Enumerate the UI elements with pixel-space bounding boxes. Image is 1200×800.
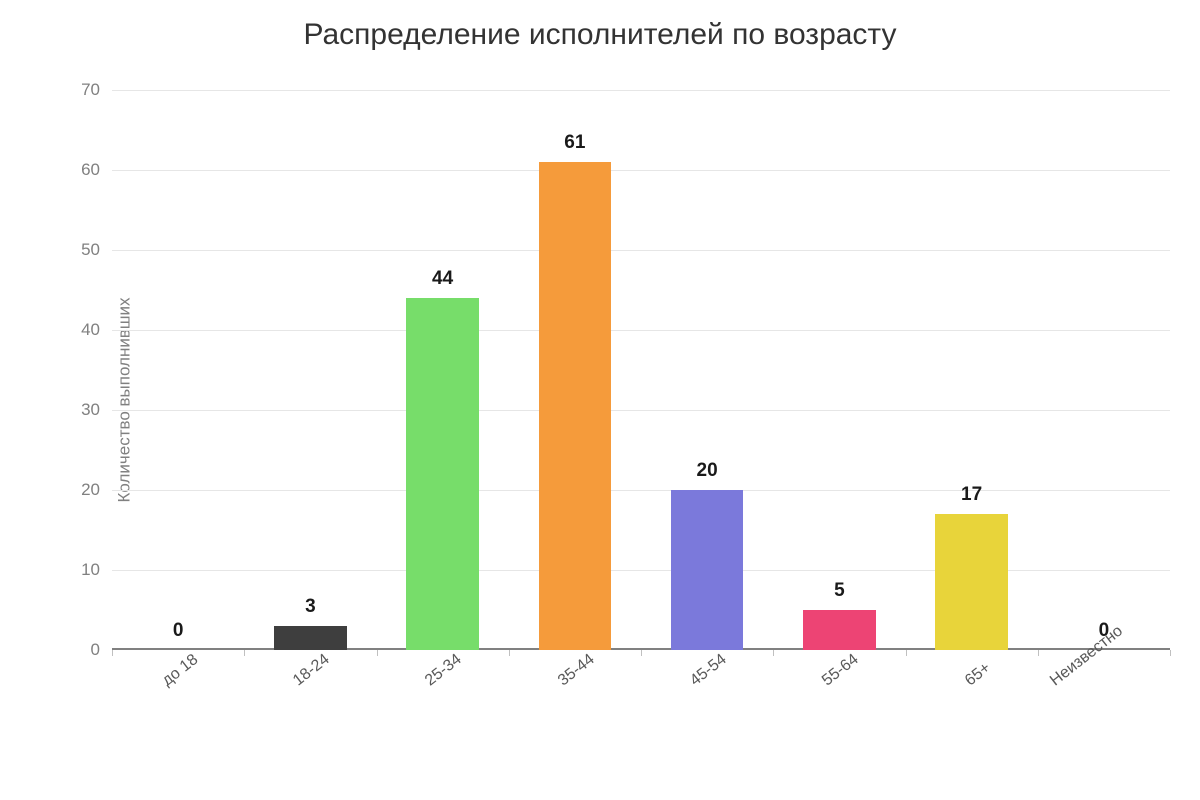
bar-value-label: 5 <box>834 580 845 610</box>
x-tick-label: 18-24 <box>290 651 333 690</box>
x-slot-tick <box>1170 650 1171 656</box>
bar-value-label: 61 <box>564 132 585 162</box>
x-tick-label: 25-34 <box>422 651 465 690</box>
y-tick-label: 60 <box>81 160 112 180</box>
grid-line <box>112 490 1170 491</box>
grid-line <box>112 570 1170 571</box>
bar <box>671 490 744 650</box>
grid-line <box>112 250 1170 251</box>
bar-value-label: 20 <box>697 460 718 490</box>
y-tick-label: 0 <box>91 640 112 660</box>
grid-line <box>112 330 1170 331</box>
grid-line <box>112 90 1170 91</box>
y-tick-label: 10 <box>81 560 112 580</box>
grid-line <box>112 410 1170 411</box>
bar-value-label: 0 <box>173 620 184 650</box>
bar <box>803 610 876 650</box>
x-slot-tick <box>244 650 245 656</box>
x-tick-label: Неизвестно <box>1047 622 1127 690</box>
x-slot-tick <box>112 650 113 656</box>
x-slot-tick <box>377 650 378 656</box>
chart-title: Распределение исполнителей по возрасту <box>0 18 1200 52</box>
x-slot-tick <box>906 650 907 656</box>
bar-value-label: 17 <box>961 484 982 514</box>
grid-line <box>112 170 1170 171</box>
y-tick-label: 30 <box>81 400 112 420</box>
bar <box>935 514 1008 650</box>
x-slot-tick <box>1038 650 1039 656</box>
x-tick-label: 45-54 <box>687 651 730 690</box>
bar <box>539 162 612 650</box>
bar-value-label: 3 <box>305 596 316 626</box>
x-slot-tick <box>641 650 642 656</box>
bar <box>406 298 479 650</box>
y-tick-label: 40 <box>81 320 112 340</box>
x-slot-tick <box>773 650 774 656</box>
chart-container: Распределение исполнителей по возрасту К… <box>0 0 1200 800</box>
x-tick-label: 35-44 <box>555 651 598 690</box>
x-slot-tick <box>509 650 510 656</box>
bar-value-label: 44 <box>432 268 453 298</box>
y-tick-label: 70 <box>81 80 112 100</box>
plot-area: 0102030405060700до 18318-244425-346135-4… <box>112 90 1170 650</box>
x-tick-label: 65+ <box>962 659 994 690</box>
y-tick-label: 50 <box>81 240 112 260</box>
bar <box>274 626 347 650</box>
x-tick-label: 55-64 <box>819 651 862 690</box>
x-tick-label: до 18 <box>159 651 202 690</box>
y-tick-label: 20 <box>81 480 112 500</box>
